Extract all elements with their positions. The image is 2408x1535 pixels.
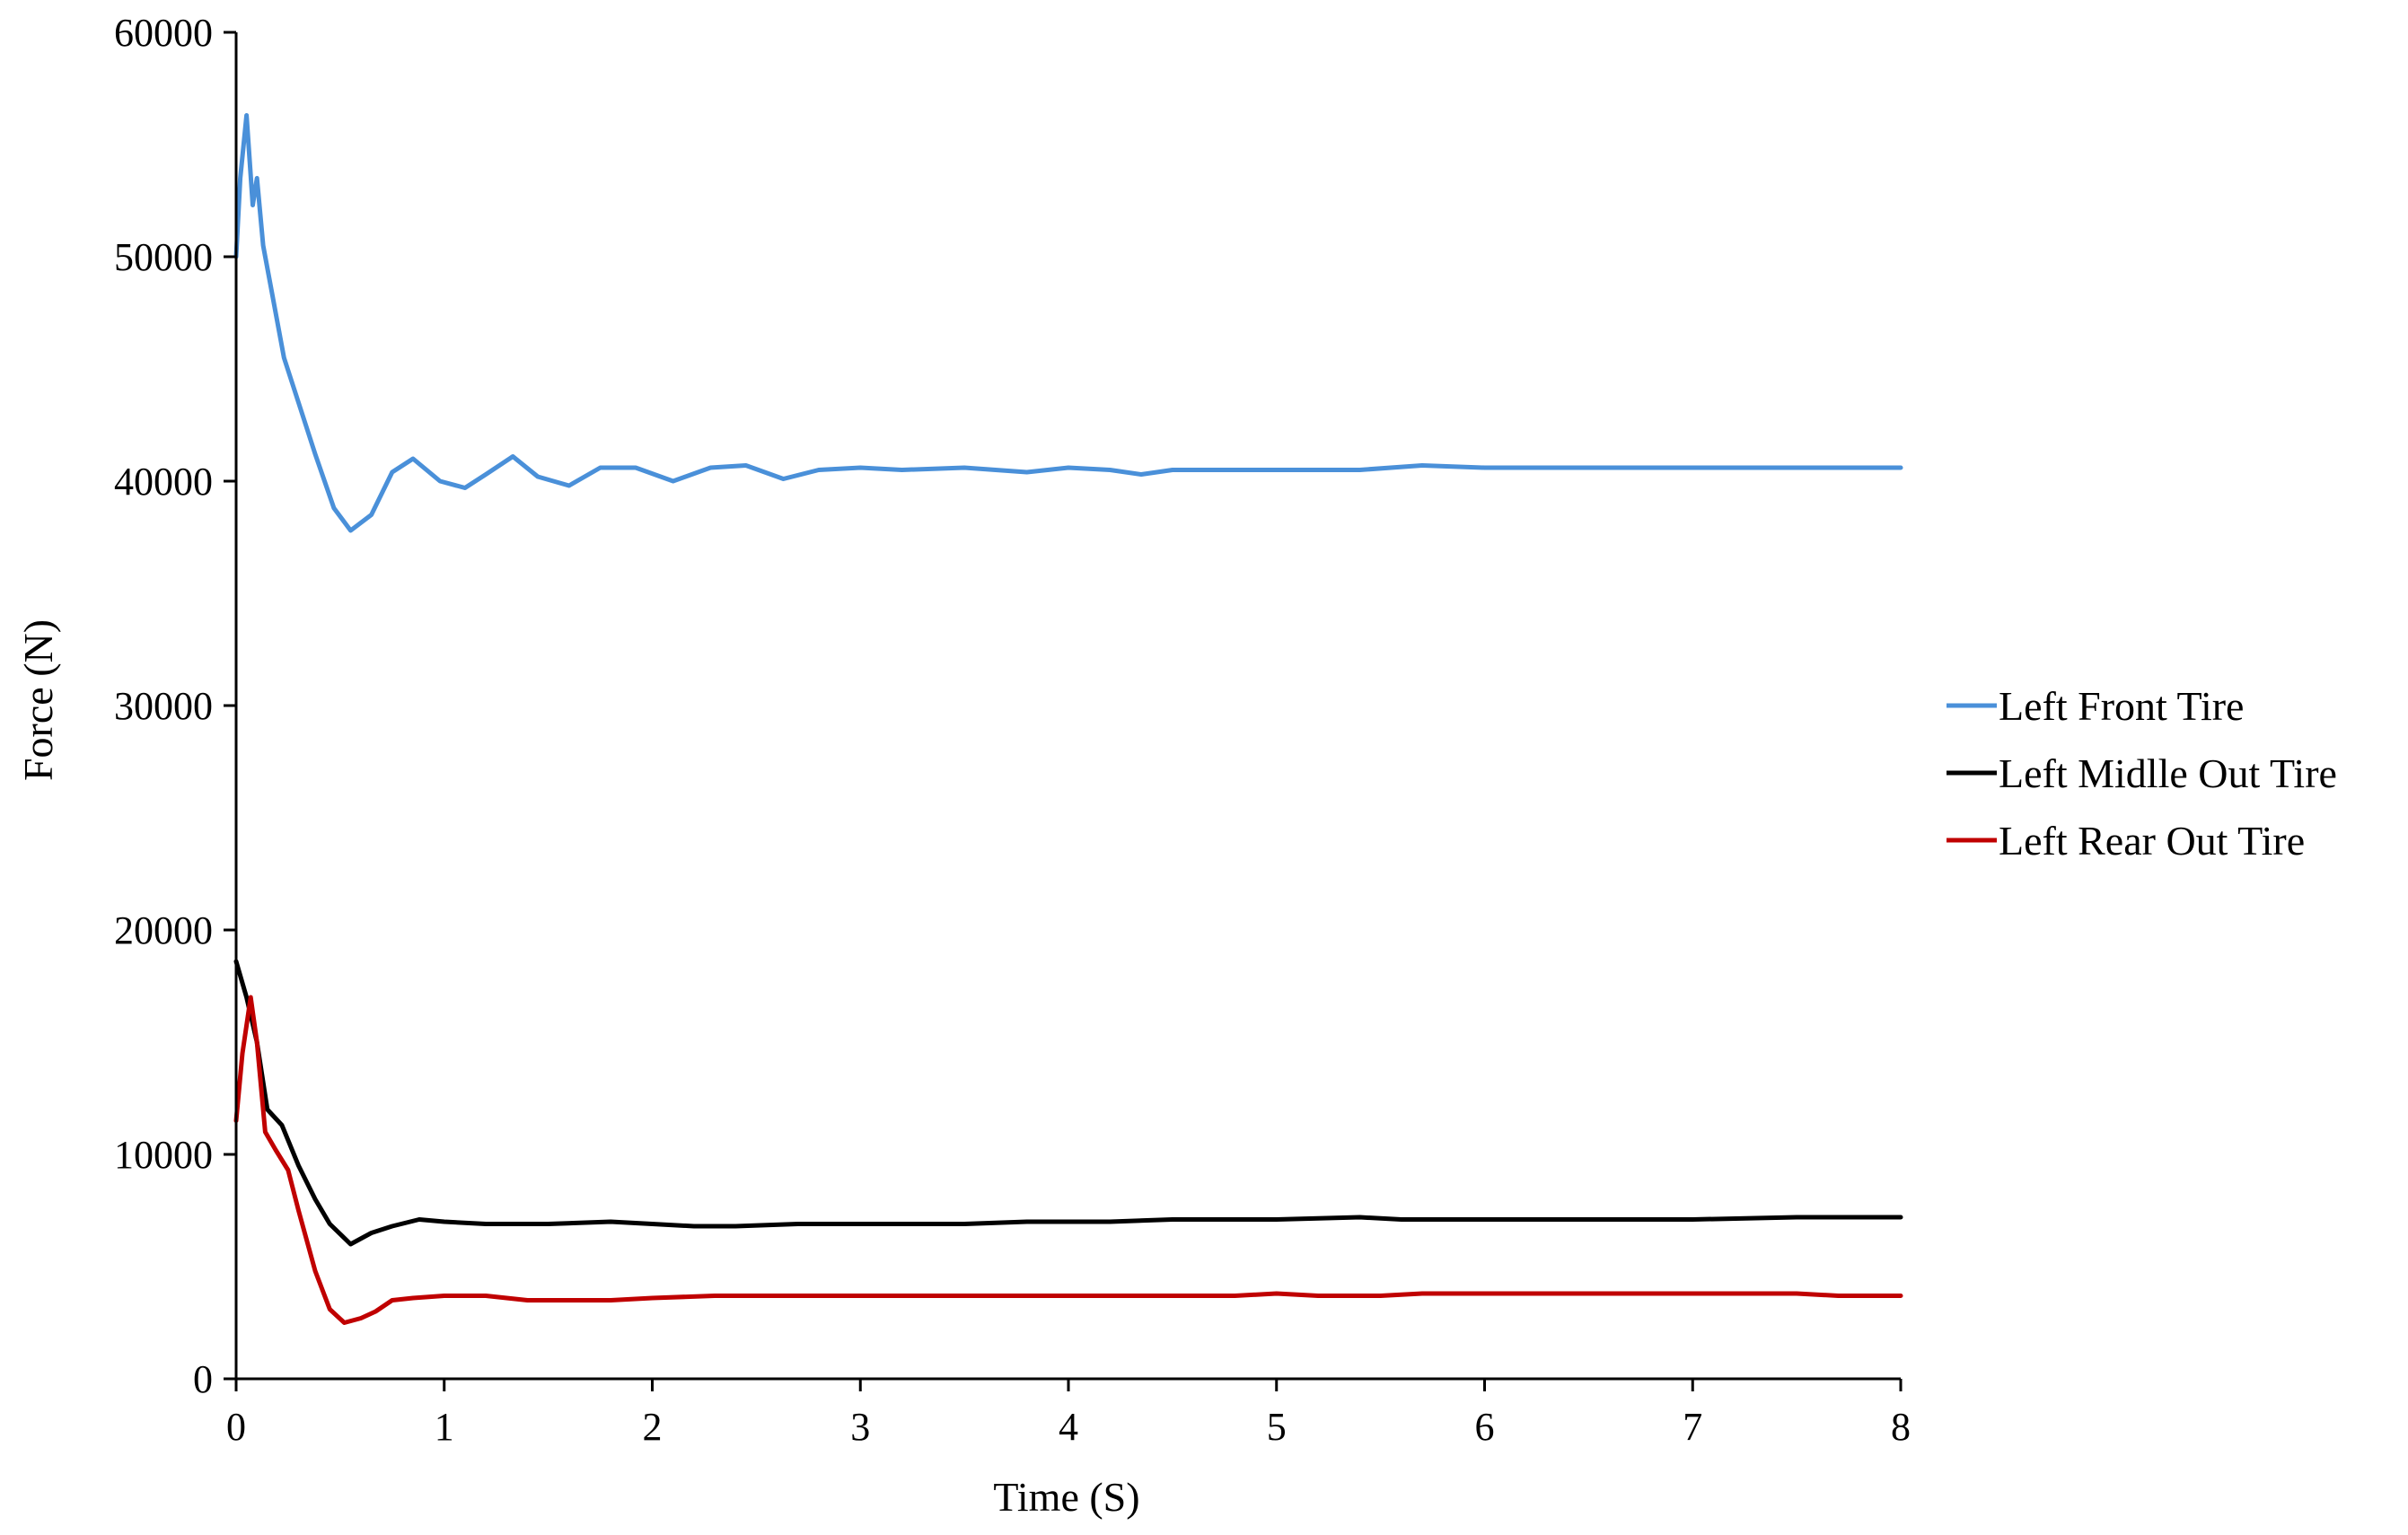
x-tick-label: 2	[643, 1405, 663, 1449]
legend-label-3: Left Rear Out Tire	[1999, 818, 2305, 864]
x-tick-label: 1	[435, 1405, 454, 1449]
y-tick-label: 30000	[114, 684, 213, 728]
x-tick-label: 8	[1891, 1405, 1911, 1449]
axes-layer	[234, 32, 1901, 1381]
series-layer	[233, 113, 1903, 1325]
x-axis-title: Time (S)	[993, 1474, 1139, 1520]
legend: Left Front Tire Left Midlle Out Tire Left …	[1947, 683, 2337, 864]
x-tick-label: 0	[226, 1405, 246, 1449]
legend-label-2: Left Midlle Out Tire	[1999, 750, 2337, 796]
x-tick-label: 6	[1475, 1405, 1495, 1449]
x-tick-label: 7	[1683, 1405, 1702, 1449]
x-tick-label: 3	[850, 1405, 870, 1449]
series-line-2	[233, 959, 1903, 1247]
legend-label-1: Left Front Tire	[1999, 683, 2244, 729]
y-axis-title: Force (N)	[15, 619, 61, 781]
y-tick-label: 60000	[114, 11, 213, 55]
ticks-layer: 0 10000 20000 30000 40000 50000 60000 0 1 2 3 4 5 6 7 8	[114, 11, 1911, 1449]
y-tick-label: 20000	[114, 908, 213, 952]
x-tick-label: 4	[1059, 1405, 1078, 1449]
series-line-3	[233, 995, 1903, 1325]
y-tick-label: 50000	[114, 235, 213, 279]
y-tick-label: 40000	[114, 460, 213, 504]
series-line-1	[233, 113, 1903, 533]
x-tick-label: 5	[1267, 1405, 1287, 1449]
y-tick-label: 0	[193, 1357, 213, 1401]
y-tick-label: 10000	[114, 1133, 213, 1177]
